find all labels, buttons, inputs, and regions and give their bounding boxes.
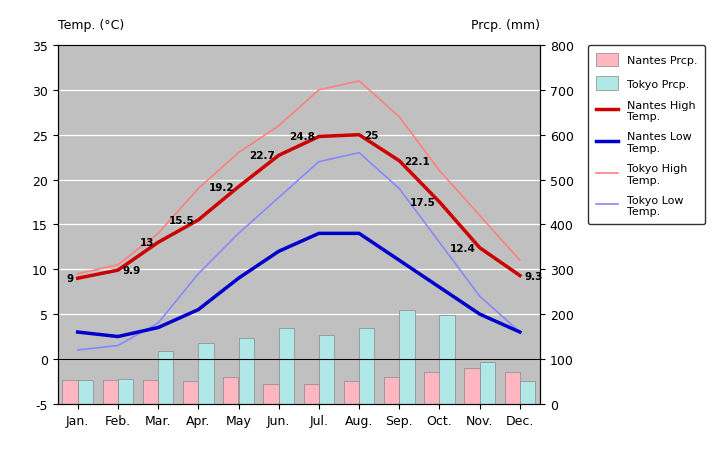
Bar	[464, 368, 480, 404]
Bar	[359, 329, 374, 404]
Text: 22.7: 22.7	[249, 151, 275, 161]
Bar	[505, 373, 520, 404]
Bar	[384, 377, 400, 404]
Bar	[143, 381, 158, 404]
Text: Temp. (°C): Temp. (°C)	[58, 19, 124, 32]
Bar	[103, 381, 118, 404]
Text: 13: 13	[140, 238, 154, 248]
Bar	[118, 379, 133, 404]
Bar	[439, 316, 455, 404]
Bar	[319, 335, 334, 404]
Bar	[78, 381, 93, 404]
Bar	[183, 381, 198, 404]
Bar	[223, 377, 238, 404]
Bar	[63, 380, 78, 404]
Bar	[480, 362, 495, 404]
Text: 9.3: 9.3	[525, 271, 543, 281]
Bar	[198, 343, 214, 404]
Bar	[279, 329, 294, 404]
Bar	[520, 381, 535, 404]
Bar	[424, 373, 439, 404]
Bar	[304, 384, 319, 404]
Bar	[264, 384, 279, 404]
Bar	[158, 352, 174, 404]
Text: 15.5: 15.5	[168, 215, 194, 225]
Legend: Nantes Prcp., Tokyo Prcp., Nantes High
Temp., Nantes Low
Temp., Tokyo High
Temp.: Nantes Prcp., Tokyo Prcp., Nantes High T…	[588, 46, 706, 224]
Text: 24.8: 24.8	[289, 132, 315, 142]
Text: 19.2: 19.2	[209, 182, 235, 192]
Bar	[238, 338, 253, 404]
Text: Prcp. (mm): Prcp. (mm)	[471, 19, 540, 32]
Text: 22.1: 22.1	[404, 157, 430, 166]
Text: 9.9: 9.9	[122, 266, 141, 275]
Text: 25: 25	[364, 130, 379, 140]
Text: 9: 9	[66, 274, 73, 284]
Bar	[344, 381, 359, 404]
Text: 12.4: 12.4	[450, 243, 476, 253]
Text: 17.5: 17.5	[410, 197, 436, 207]
Bar	[400, 310, 415, 404]
